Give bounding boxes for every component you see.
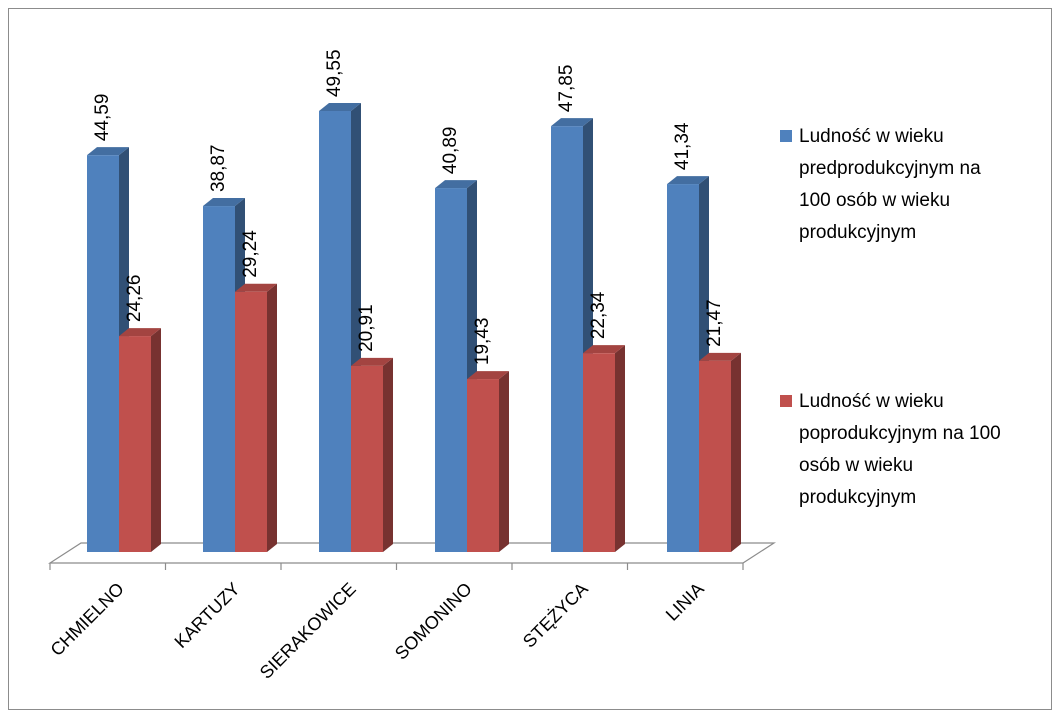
- legend-text-line: produkcyjnym: [799, 222, 916, 243]
- value-label: 22,34: [588, 291, 609, 339]
- category-label: STĘŻYCA: [519, 579, 592, 652]
- legend-text-line: produkcyjnym: [799, 487, 916, 508]
- legend-swatch: [780, 130, 792, 142]
- value-label: 41,34: [672, 122, 693, 170]
- bar-red-sierakowice: [351, 357, 393, 552]
- legend-text-line: osób w wieku: [799, 455, 913, 476]
- value-label: 29,24: [240, 230, 261, 278]
- category-label: SOMONINO: [391, 579, 476, 664]
- value-label: 20,91: [356, 304, 377, 352]
- chart-bars: [87, 103, 741, 553]
- category-label: SIERAKOWICE: [256, 579, 360, 683]
- category-label: KARTUZY: [171, 579, 244, 652]
- value-label: 40,89: [440, 127, 461, 175]
- value-label: 24,26: [124, 275, 145, 323]
- bar-red-linia: [699, 352, 741, 552]
- legend-item-2: Ludność w wieku poprodukcyjnym na 100 osób…: [780, 391, 1001, 508]
- value-label: 21,47: [704, 299, 725, 347]
- category-label: LINIA: [662, 579, 708, 625]
- legend-swatch: [780, 395, 792, 407]
- value-label: 44,59: [92, 94, 113, 142]
- chart-legend: Ludność w wieku predprodukcyjnym na 100 os…: [780, 126, 1001, 508]
- chart-category-labels: CHMIELNO KARTUZY SIERAKOWICE SOMONINO STĘŻYC…: [47, 579, 708, 683]
- category-label: CHMIELNO: [47, 579, 128, 660]
- legend-text-line: predprodukcyjnym na: [799, 158, 981, 179]
- bar-red-chmielno: [119, 328, 161, 552]
- legend-text-line: Ludność w wieku: [799, 126, 944, 147]
- floor-plane: [47, 542, 777, 564]
- value-label: 38,87: [208, 145, 229, 193]
- bar-blue-sierakowice: [319, 103, 361, 552]
- value-label: 49,55: [324, 49, 345, 97]
- chart-frame: [8, 8, 1052, 710]
- chart-floor: [47, 542, 777, 570]
- legend-text-line: poprodukcyjnym na 100: [799, 423, 1001, 444]
- legend-item-1: Ludność w wieku predprodukcyjnym na 100 os…: [780, 126, 981, 243]
- legend-text-line: 100 osób w wieku: [799, 190, 950, 211]
- chart-value-labels: 44,59 38,87 49,55 40,89 47,85 41,34 24,26 29,24…: [92, 49, 725, 365]
- bar-red-stężyca: [583, 345, 625, 552]
- bar-blue-somonino: [435, 180, 477, 553]
- bar-red-somonino: [467, 371, 509, 552]
- value-label: 47,85: [556, 65, 577, 113]
- bar-red-kartuzy: [235, 283, 277, 552]
- value-label: 19,43: [472, 318, 493, 366]
- legend-text-line: Ludność w wieku: [799, 391, 944, 412]
